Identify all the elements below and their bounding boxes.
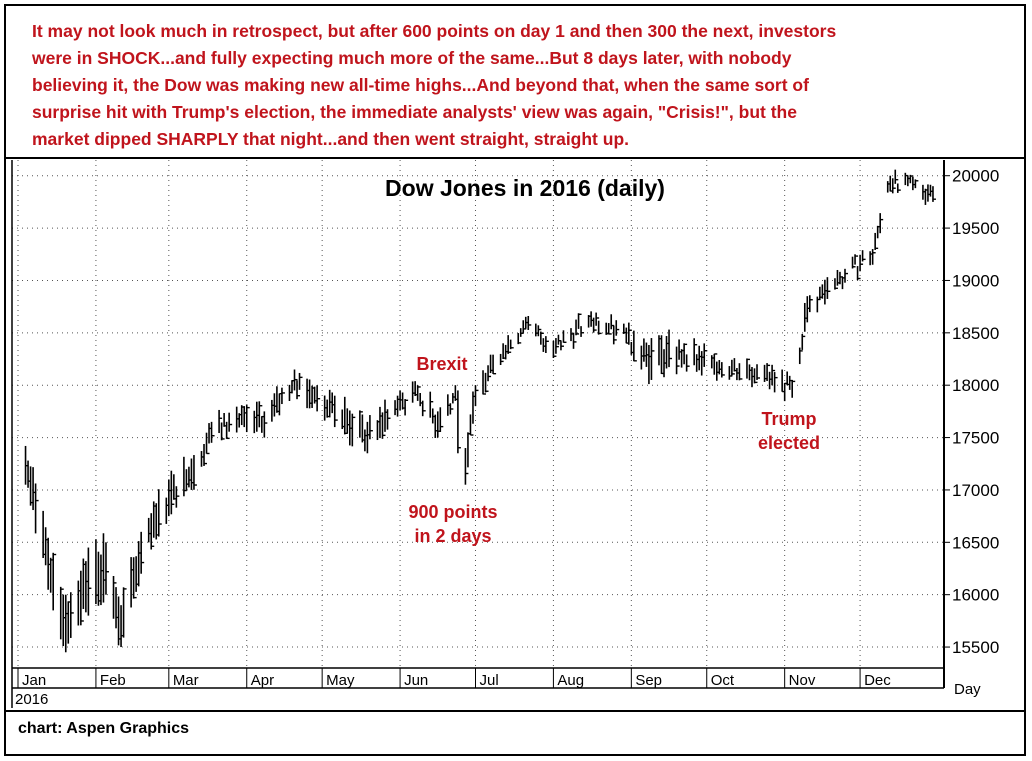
chart-frame bbox=[4, 4, 1026, 756]
annotation-line: Trump bbox=[761, 409, 816, 429]
month-label-nov: Nov bbox=[789, 672, 816, 689]
y-tick-label: 17000 bbox=[952, 481, 999, 500]
annotation-line: Brexit bbox=[416, 354, 467, 374]
y-tick-label: 15500 bbox=[952, 638, 999, 657]
year-label: 2016 bbox=[15, 691, 48, 708]
month-label-aug: Aug bbox=[557, 672, 584, 689]
caption-divider bbox=[4, 157, 1026, 159]
label-layer: Dow Jones in 2016 (daily) Brexit 900 point… bbox=[385, 175, 820, 546]
month-label-jan: Jan bbox=[22, 672, 46, 689]
axis-layer: 15500 16000 16500 17000 17500 18000 18500 19000… bbox=[11, 160, 999, 708]
grid-layer bbox=[12, 160, 944, 668]
y-tick-label: 16500 bbox=[952, 533, 999, 552]
month-label-feb: Feb bbox=[100, 672, 126, 689]
credit-divider bbox=[4, 710, 1026, 712]
annotation-line: elected bbox=[758, 433, 820, 453]
annotation-line: 900 points bbox=[408, 502, 497, 522]
month-label-jun: Jun bbox=[404, 672, 428, 689]
y-tick-label: 19000 bbox=[952, 271, 999, 290]
month-label-apr: Apr bbox=[251, 672, 274, 689]
chart-title: Dow Jones in 2016 (daily) bbox=[385, 175, 665, 201]
month-label-mar: Mar bbox=[173, 672, 199, 689]
y-tick-label: 19500 bbox=[952, 219, 999, 238]
annotation-label: Trump elected bbox=[758, 409, 820, 453]
caption-text: It may not look much in retrospect, but … bbox=[32, 21, 837, 149]
month-label-sep: Sep bbox=[635, 672, 662, 689]
y-tick-label: 18500 bbox=[952, 324, 999, 343]
month-label-oct: Oct bbox=[711, 672, 735, 689]
annotation-line: in 2 days bbox=[414, 526, 491, 546]
y-tick-label: 18000 bbox=[952, 376, 999, 395]
price-bars bbox=[24, 169, 936, 653]
y-tick-label: 16000 bbox=[952, 586, 999, 605]
annotation-label: Brexit bbox=[416, 354, 467, 374]
annotation-label: 900 points in 2 days bbox=[408, 502, 497, 546]
y-tick-label: 20000 bbox=[952, 167, 999, 186]
month-label-dec: Dec bbox=[864, 672, 891, 689]
x-unit-label: Day bbox=[954, 681, 981, 698]
chart-credit: chart: Aspen Graphics bbox=[18, 720, 190, 737]
y-tick-label: 17500 bbox=[952, 429, 999, 448]
month-label-jul: Jul bbox=[479, 672, 498, 689]
month-label-may: May bbox=[326, 672, 355, 689]
